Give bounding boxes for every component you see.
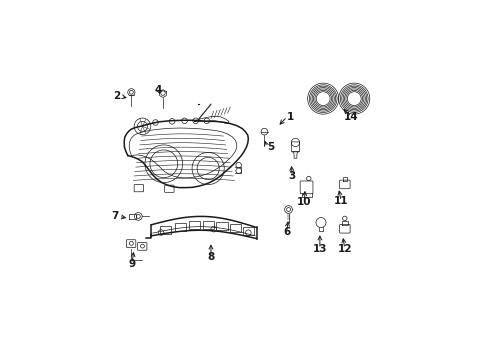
Text: 4: 4: [154, 85, 162, 95]
Text: 10: 10: [297, 197, 312, 207]
Text: 13: 13: [313, 244, 327, 254]
Text: 1: 1: [287, 112, 294, 122]
Text: 6: 6: [283, 227, 290, 237]
Text: 14: 14: [344, 112, 359, 122]
Text: 7: 7: [111, 211, 119, 221]
Text: 9: 9: [128, 258, 136, 269]
Text: 8: 8: [207, 252, 215, 262]
Text: 12: 12: [338, 244, 352, 254]
Text: 2: 2: [114, 91, 121, 102]
Text: 5: 5: [267, 142, 274, 152]
Text: 11: 11: [334, 196, 348, 206]
Text: 3: 3: [289, 171, 296, 181]
